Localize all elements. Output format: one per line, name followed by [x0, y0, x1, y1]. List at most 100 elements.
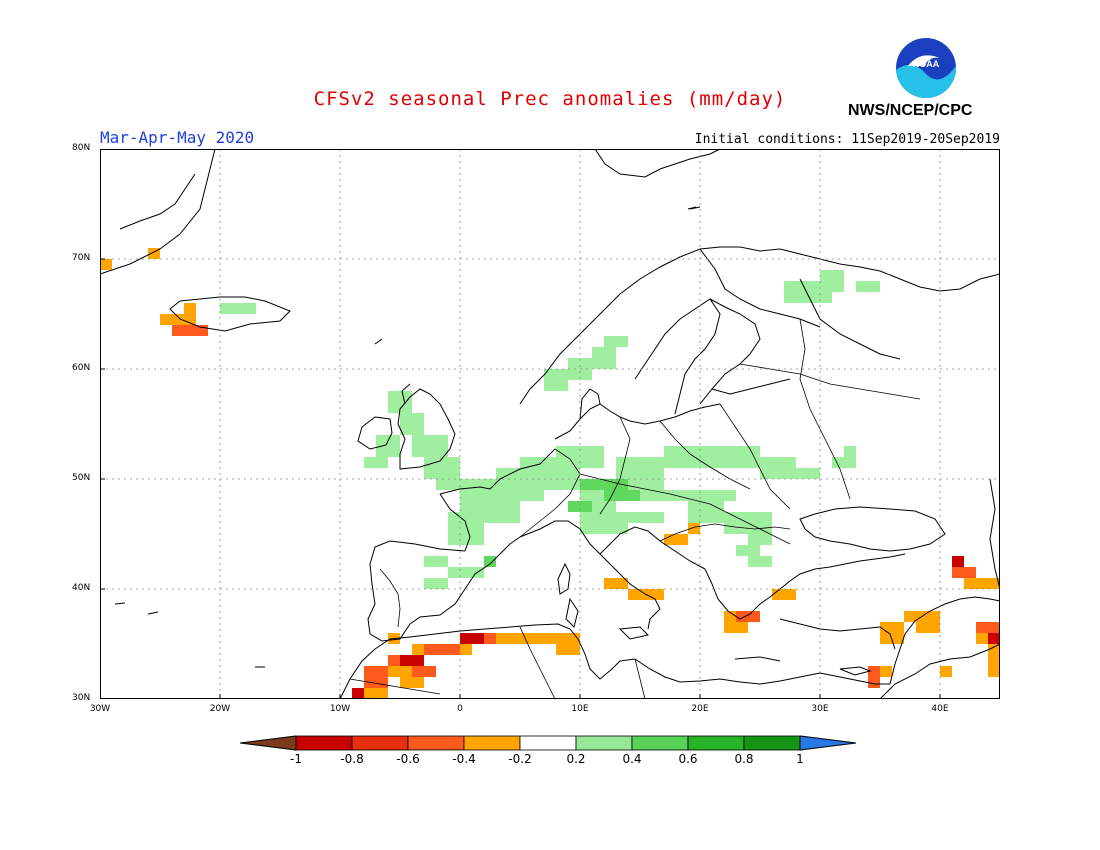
anomaly-cell	[844, 446, 856, 457]
anomaly-cell	[664, 446, 712, 468]
anomaly-cell	[448, 567, 484, 578]
anomaly-cell	[748, 556, 772, 567]
anomaly-cell	[172, 325, 208, 336]
coastlines	[99, 148, 1001, 700]
anomaly-cell	[880, 666, 892, 677]
anomaly-cell	[400, 655, 424, 666]
anomaly-cell	[592, 347, 616, 369]
colorbar-label: 0.6	[678, 752, 698, 766]
anomaly-cell	[952, 567, 976, 578]
anomaly-cell	[424, 644, 460, 655]
colorbar	[239, 733, 860, 757]
map-frame	[99, 148, 1001, 700]
lat-tick-label: 50N	[72, 473, 91, 483]
anomaly-cell	[760, 457, 796, 479]
anomaly-cells	[100, 248, 1000, 699]
anomaly-cell	[868, 666, 880, 688]
anomaly-cell	[376, 666, 412, 677]
anomaly-cell	[160, 314, 196, 325]
lat-tick-label: 30N	[72, 693, 91, 703]
anomaly-cell	[520, 457, 544, 468]
anomaly-cell	[688, 501, 724, 523]
anomaly-cell	[148, 248, 160, 259]
chart-title: CFSv2 seasonal Prec anomalies (mm/day)	[313, 88, 787, 110]
anomaly-cell	[364, 457, 388, 468]
anomaly-cell	[388, 391, 412, 413]
anomaly-cell	[604, 336, 628, 347]
anomaly-cell	[880, 622, 904, 644]
anomaly-cell	[220, 303, 256, 314]
anomaly-cell	[556, 633, 580, 655]
lon-tick-label: 0	[457, 704, 463, 714]
lon-tick-label: 40E	[931, 704, 949, 714]
anomaly-cell	[580, 479, 628, 490]
anomaly-cell	[496, 633, 532, 644]
anomaly-cell	[376, 435, 400, 457]
anomaly-cell	[580, 512, 628, 534]
initial-conditions-label: Initial conditions: 11Sep2019-20Sep2019	[694, 132, 1000, 147]
lat-tick-label: 60N	[72, 363, 91, 373]
season-label: Mar-Apr-May 2020	[100, 128, 255, 147]
organization-label: NWS/NCEP/CPC	[848, 102, 973, 119]
anomaly-cell	[916, 622, 940, 633]
anomaly-cell	[688, 523, 700, 534]
anomaly-cell	[412, 666, 436, 677]
anomaly-cell	[496, 468, 520, 479]
anomaly-cell	[100, 259, 112, 270]
precip-anomaly-map	[99, 148, 1001, 703]
colorbar-segment	[575, 735, 633, 751]
anomaly-cell	[688, 490, 736, 501]
lon-tick-label: 20E	[691, 704, 709, 714]
noaa-logo-text: NOAA	[913, 59, 940, 69]
colorbar-label: -0.2	[508, 752, 532, 766]
anomaly-cell	[544, 369, 568, 391]
anomaly-cell	[988, 644, 1000, 677]
anomaly-cell	[412, 435, 448, 457]
anomaly-cell	[772, 589, 796, 600]
anomaly-cell	[940, 666, 952, 677]
anomaly-cell	[484, 556, 496, 567]
anomaly-cell	[184, 303, 196, 314]
anomaly-cell	[604, 578, 628, 589]
anomaly-cell	[364, 688, 388, 699]
noaa-logo-icon: NOAA	[894, 36, 958, 100]
anomaly-cell	[604, 490, 640, 501]
anomaly-cell	[448, 512, 484, 545]
anomaly-cell	[832, 457, 856, 468]
anomaly-cell	[352, 688, 364, 699]
anomaly-cell	[988, 633, 1000, 644]
anomaly-cell	[436, 479, 460, 490]
anomaly-cell	[964, 578, 1000, 589]
colorbar-high-arrow	[799, 735, 857, 751]
anomaly-cell	[400, 413, 424, 435]
anomaly-cell	[736, 545, 760, 556]
colorbar-label: -0.4	[452, 752, 476, 766]
anomaly-cell	[520, 633, 568, 644]
colorbar-segment	[295, 735, 353, 751]
colorbar-label: 1	[796, 752, 804, 766]
anomaly-cell	[664, 534, 688, 545]
anomaly-cell	[856, 281, 880, 292]
colorbar-label: -0.8	[340, 752, 364, 766]
lon-tick-label: 10W	[329, 704, 351, 714]
anomaly-cell	[640, 490, 688, 501]
colorbar-segment	[743, 735, 801, 751]
colorbar-segment	[351, 735, 409, 751]
anomaly-cell	[424, 556, 448, 567]
lon-tick-label: 30W	[89, 704, 111, 714]
colorbar-label: 0.2	[566, 752, 586, 766]
lat-tick-label: 40N	[72, 583, 91, 593]
colorbar-label: -1	[290, 752, 302, 766]
lon-tick-label: 10E	[571, 704, 589, 714]
colorbar-segment	[519, 735, 577, 751]
anomaly-cell	[820, 270, 844, 292]
anomaly-cell	[952, 556, 964, 567]
anomaly-cell	[424, 457, 460, 479]
graticule	[100, 149, 1000, 699]
colorbar-segment	[463, 735, 521, 751]
colorbar-segment	[687, 735, 745, 751]
lon-tick-label: 20W	[209, 704, 231, 714]
anomaly-cell	[424, 578, 448, 589]
anomaly-cell	[976, 622, 1000, 633]
lat-tick-label: 70N	[72, 253, 91, 263]
